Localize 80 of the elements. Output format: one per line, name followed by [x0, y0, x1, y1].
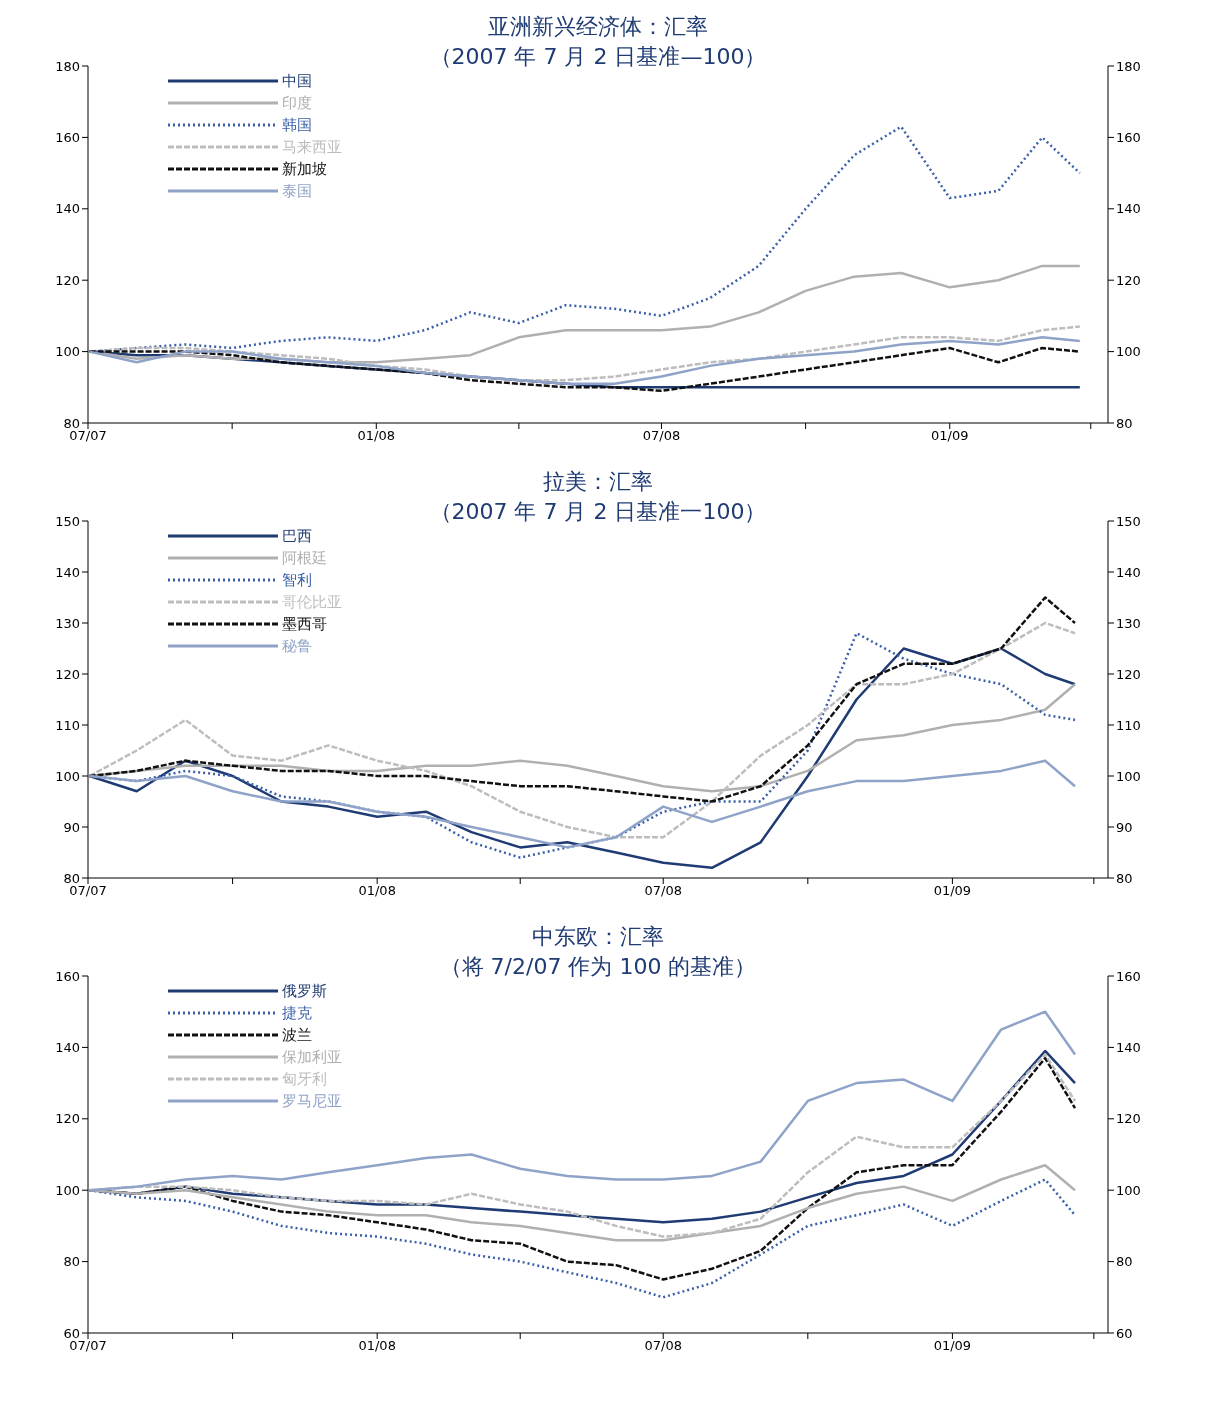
text: 波兰 [282, 1025, 312, 1045]
y2-tick-label: 90 [1116, 819, 1133, 835]
y2-tick-label: 100 [1116, 768, 1141, 784]
chart-title: 拉美：汇率 [542, 468, 654, 496]
text: 俄罗斯 [282, 981, 327, 1001]
y2-tick-label: 140 [1116, 201, 1141, 217]
y2-tick-label: 160 [1116, 968, 1141, 984]
y2-tick-label: 80 [1116, 1254, 1133, 1270]
x-tick-label: 01/09 [933, 1338, 972, 1354]
y-tick-label: 140 [55, 564, 80, 580]
y-tick-label: 100 [55, 768, 80, 784]
y-tick-label: 120 [55, 272, 80, 288]
chart-title: 亚洲新兴经济体：汇率 [487, 13, 709, 41]
x-tick-label: 07/08 [644, 1338, 682, 1354]
y-tick-label: 90 [63, 819, 80, 835]
x-tick-label: 07/08 [644, 883, 682, 899]
x-tick-label: 07/07 [69, 1338, 107, 1354]
text: 罗马尼亚 [282, 1091, 342, 1111]
y2-tick-label: 80 [1116, 415, 1133, 431]
chart-title: 中东欧：汇率 [531, 923, 665, 951]
y-tick-label: 180 [55, 58, 80, 74]
chart-subtitle: （将 7/2/07 作为 100 的基准） [439, 954, 757, 979]
chart-subtitle: （2007 年 7 月 2 日基准—100） [429, 44, 767, 69]
line-series [88, 336, 1082, 385]
y-tick-label: 110 [55, 717, 80, 733]
text: 泰国 [282, 181, 312, 201]
x-tick-label: 07/08 [642, 428, 681, 444]
text: 马来西亚 [282, 137, 342, 157]
text: 阿根廷 [282, 548, 327, 568]
y-tick-label: 130 [55, 615, 80, 631]
y2-tick-label: 150 [1116, 513, 1141, 529]
text: 捷克 [282, 1003, 312, 1023]
y2-tick-label: 120 [1116, 1111, 1141, 1127]
x-tick-label: 01/08 [358, 1338, 396, 1354]
text: 韩国 [282, 115, 312, 135]
y2-tick-label: 100 [1116, 1182, 1141, 1198]
y-tick-label: 160 [55, 130, 80, 146]
text: 墨西哥 [282, 614, 327, 634]
y2-tick-label: 110 [1116, 717, 1141, 733]
text: 匈牙利 [282, 1069, 327, 1089]
x-tick-label: 07/07 [69, 428, 107, 444]
y2-tick-label: 140 [1116, 1040, 1141, 1056]
y-tick-label: 160 [55, 968, 80, 984]
line-series [88, 759, 1077, 849]
y-tick-label: 150 [55, 513, 80, 529]
y-tick-label: 100 [55, 1182, 80, 1198]
x-tick-label: 01/08 [358, 883, 396, 899]
y-tick-label: 120 [55, 1111, 80, 1127]
line-series [88, 1163, 1077, 1242]
text: 巴西 [282, 526, 312, 546]
y2-tick-label: 100 [1116, 344, 1141, 360]
y2-tick-label: 120 [1116, 666, 1141, 682]
text: 新加坡 [282, 159, 327, 179]
line-series [88, 325, 1082, 382]
y-tick-label: 140 [55, 1040, 80, 1056]
y-tick-label: 120 [55, 666, 80, 682]
y-tick-label: 140 [55, 201, 80, 217]
y-tick-label: 80 [63, 1254, 80, 1270]
y2-tick-label: 130 [1116, 615, 1141, 631]
text: 秘鲁 [282, 636, 312, 656]
y-tick-label: 80 [63, 870, 80, 886]
x-tick-label: 01/08 [357, 428, 396, 444]
x-tick-label: 01/09 [933, 883, 972, 899]
y-tick-label: 100 [55, 344, 80, 360]
y2-tick-label: 120 [1116, 272, 1141, 288]
text: 中国 [282, 71, 312, 91]
text: 保加利亚 [282, 1047, 342, 1067]
y2-tick-label: 80 [1116, 870, 1133, 886]
y2-tick-label: 140 [1116, 564, 1141, 580]
text: 哥伦比亚 [282, 592, 342, 612]
y2-tick-label: 180 [1116, 58, 1141, 74]
y2-tick-label: 160 [1116, 130, 1141, 146]
y-tick-label: 60 [63, 1325, 80, 1341]
chart-subtitle: （2007 年 7 月 2 日基准一100） [429, 499, 767, 524]
x-tick-label: 01/09 [931, 428, 969, 444]
x-tick-label: 07/07 [69, 883, 107, 899]
y2-tick-label: 60 [1116, 1325, 1133, 1341]
text: 印度 [282, 93, 312, 113]
text: 智利 [282, 570, 312, 590]
y-tick-label: 80 [63, 415, 80, 431]
